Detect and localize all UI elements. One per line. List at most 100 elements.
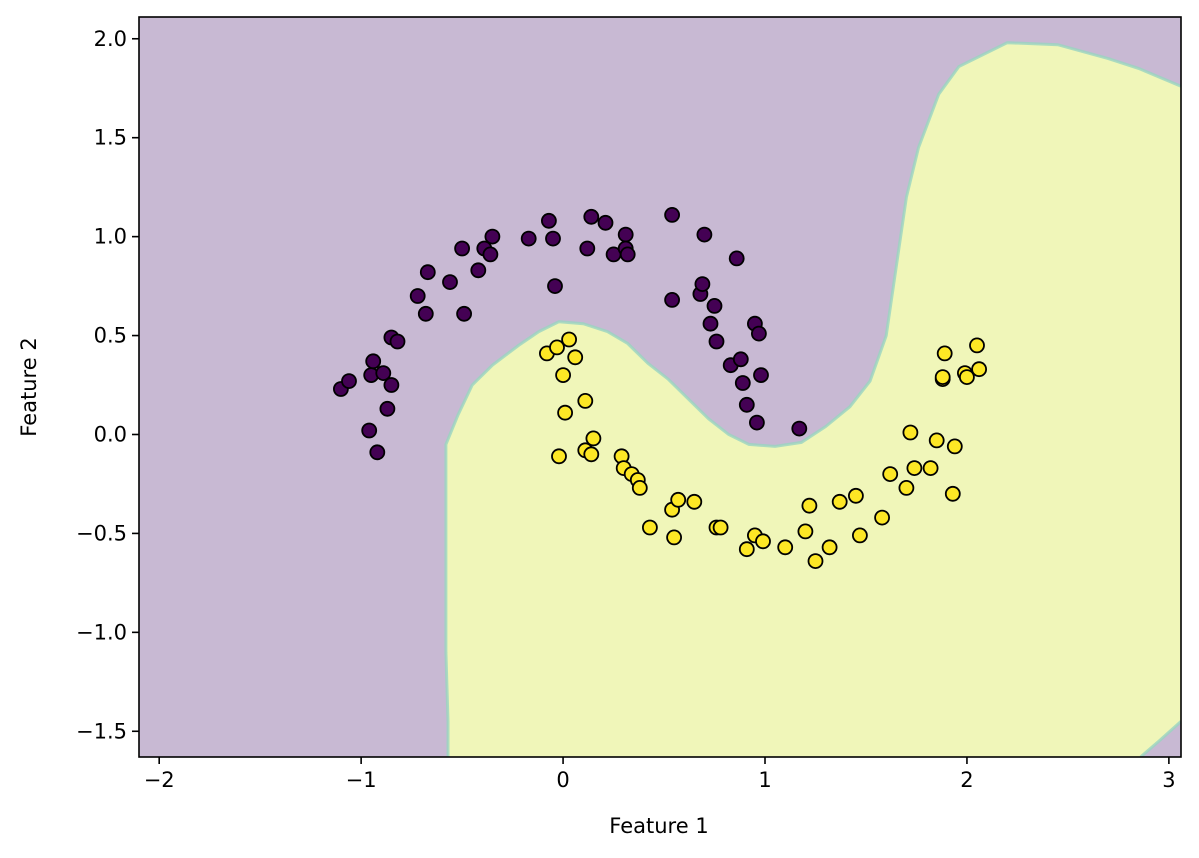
decision-boundary-line	[444, 41, 1181, 757]
class-0-region-corner	[1140, 721, 1181, 757]
class-1-point	[922, 460, 939, 477]
class-1-point	[969, 337, 985, 354]
class-0-point	[375, 365, 392, 382]
y-tick-label: −1.5	[76, 719, 127, 743]
class-1-point	[551, 448, 567, 465]
class-0-point	[751, 325, 767, 342]
class-0-point	[520, 230, 537, 247]
x-tick-label: 0	[556, 768, 569, 792]
class-1-point	[797, 523, 814, 540]
class-0-point	[541, 212, 557, 229]
class-0-point	[706, 297, 723, 314]
y-axis: −1.5 −1.0 −0.5 0.0 0.5 1.0 1.5 2.0	[76, 27, 139, 743]
x-axis-label: Feature 1	[609, 814, 708, 838]
class-1-point	[902, 424, 919, 441]
class-0-point	[454, 240, 471, 257]
class-1-region	[445, 42, 1181, 757]
class-1-point	[666, 529, 682, 546]
class-0-point	[708, 333, 725, 350]
class-0-point	[753, 367, 769, 384]
class-0-point	[749, 414, 765, 431]
class-0-point	[791, 420, 808, 437]
class-0-point	[583, 208, 600, 225]
class-0-point	[734, 375, 751, 391]
class-1-point	[631, 479, 648, 496]
class-1-point	[670, 491, 687, 508]
class-0-point	[369, 444, 386, 461]
class-1-point	[738, 541, 755, 558]
class-0-point	[417, 305, 434, 322]
class-1-point	[882, 466, 899, 483]
class-1-point	[821, 539, 838, 556]
class-1-point	[807, 553, 824, 569]
y-tick-label: 0.0	[94, 422, 127, 446]
class-1-point	[567, 349, 584, 366]
x-tick-label: 1	[758, 768, 771, 792]
class-0-point	[482, 246, 499, 263]
class-1-point	[585, 430, 602, 447]
class-1-point	[686, 493, 703, 510]
class-1-point	[906, 460, 923, 477]
class-0-point	[409, 288, 426, 304]
class-1-point	[874, 509, 890, 526]
class-1-point	[555, 367, 571, 384]
class-0-point	[696, 226, 713, 243]
y-tick-label: 1.0	[94, 225, 127, 249]
plot-area	[138, 16, 1182, 758]
class-1-point	[583, 446, 600, 463]
class-0-point	[617, 226, 634, 243]
y-axis-label: Feature 2	[17, 337, 41, 436]
class-1-point	[934, 369, 951, 386]
class-1-point	[936, 345, 953, 362]
x-tick-label: −1	[346, 768, 377, 792]
class-0-point	[484, 228, 501, 245]
class-1-point	[755, 533, 771, 550]
class-0-point	[545, 230, 561, 247]
class-1-point	[577, 392, 594, 409]
class-0-point	[597, 214, 614, 231]
class-1-point	[971, 361, 987, 378]
class-0-point	[379, 400, 396, 417]
y-tick-label: 2.0	[94, 27, 127, 51]
class-1-point	[898, 479, 915, 496]
class-1-point	[642, 519, 658, 536]
class-0-point	[579, 240, 596, 257]
class-1-point	[944, 485, 961, 502]
class-0-point	[728, 250, 745, 267]
class-0-point	[361, 422, 378, 439]
class-0-point	[547, 278, 563, 295]
y-tick-label: −0.5	[76, 521, 127, 545]
class-1-point	[561, 331, 577, 348]
class-0-point	[419, 264, 436, 281]
class-1-point	[801, 497, 818, 514]
plot-frame	[138, 16, 1182, 758]
class-0-point	[383, 377, 400, 393]
class-1-point	[959, 369, 975, 386]
class-1-point	[549, 339, 565, 356]
y-tick-label: 0.5	[94, 324, 127, 348]
class-1-point	[946, 438, 963, 455]
class-0-point	[456, 305, 473, 322]
y-tick-label: −1.0	[76, 620, 127, 644]
class-0-point	[732, 351, 749, 368]
class-1-point	[848, 487, 864, 504]
class-0-point	[365, 353, 382, 370]
class-1-point	[557, 404, 573, 421]
class-0-point	[442, 274, 458, 291]
class-0-point	[664, 291, 680, 308]
class-1-point	[831, 493, 848, 510]
x-tick-label: −2	[144, 768, 175, 792]
class-0-point	[619, 246, 636, 263]
class-0-point	[738, 396, 755, 413]
class-0-point	[389, 333, 406, 350]
class-1-point	[777, 539, 794, 556]
class-0-point	[694, 276, 711, 293]
class-1-point	[852, 527, 868, 544]
class-0-point	[702, 315, 719, 332]
class-1-point	[712, 519, 729, 536]
class-0-point	[664, 206, 680, 223]
class-1-point	[928, 432, 945, 449]
x-tick-label: 2	[960, 768, 973, 792]
class-0-point	[341, 373, 357, 390]
